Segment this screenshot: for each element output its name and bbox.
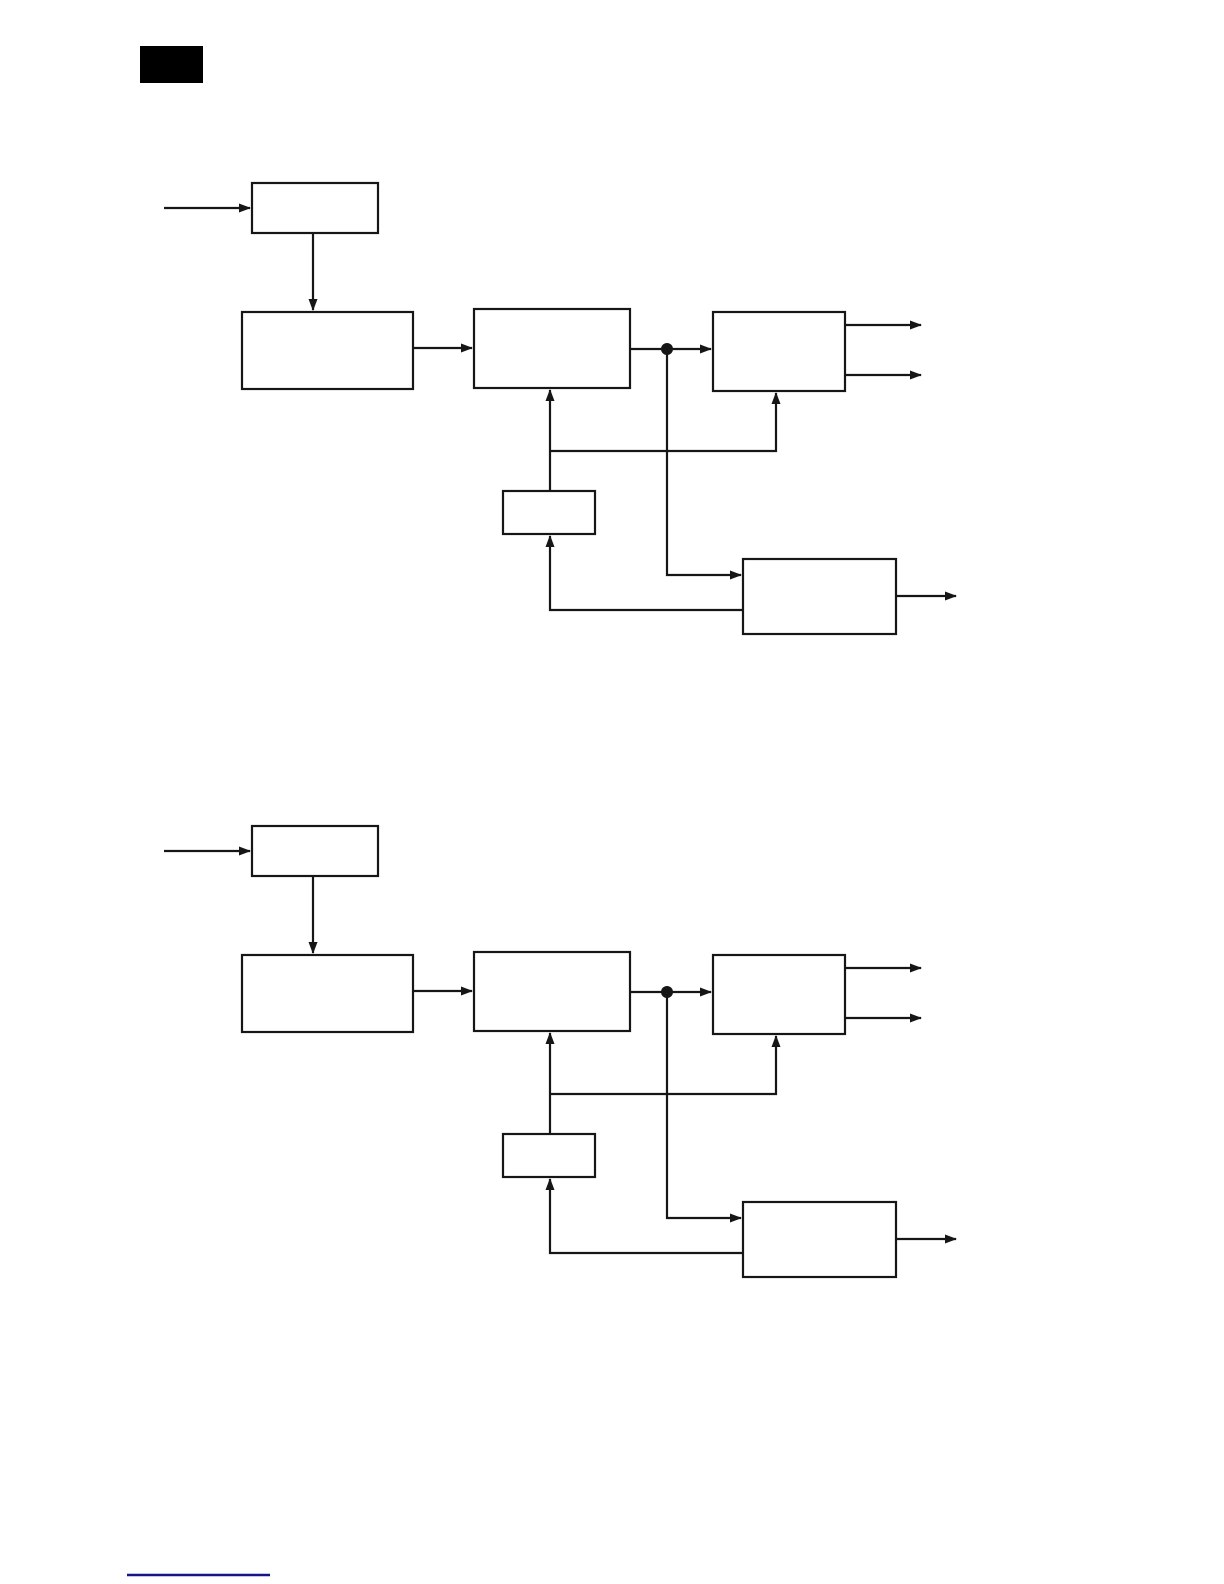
d2-junction-dot xyxy=(661,986,673,998)
d2-block-e xyxy=(501,1132,597,1179)
d1-feedback-arrow-to-d xyxy=(550,392,781,453)
d1-junction-dot xyxy=(661,343,673,355)
d1-arrow-junction-to-f xyxy=(665,349,742,580)
d2-block-f xyxy=(741,1200,898,1279)
d2-block-c xyxy=(472,950,632,1033)
block-diagram-2 xyxy=(164,824,957,1279)
d2-block-a xyxy=(250,824,380,878)
block-diagram-1 xyxy=(164,181,957,636)
d2-arrow-junction-to-f xyxy=(665,992,742,1223)
d2-block-b xyxy=(240,953,415,1034)
d1-block-f xyxy=(741,557,898,636)
d1-block-d xyxy=(711,310,847,393)
d2-block-d xyxy=(711,953,847,1036)
d1-block-c xyxy=(472,307,632,390)
d2-line-f-to-e xyxy=(545,1178,743,1255)
d2-feedback-arrow-to-d xyxy=(550,1035,781,1096)
d1-block-a xyxy=(250,181,380,235)
d1-block-b xyxy=(240,310,415,391)
d1-line-f-to-e xyxy=(545,535,743,612)
d1-block-e xyxy=(501,489,597,536)
redaction-block xyxy=(140,46,203,83)
